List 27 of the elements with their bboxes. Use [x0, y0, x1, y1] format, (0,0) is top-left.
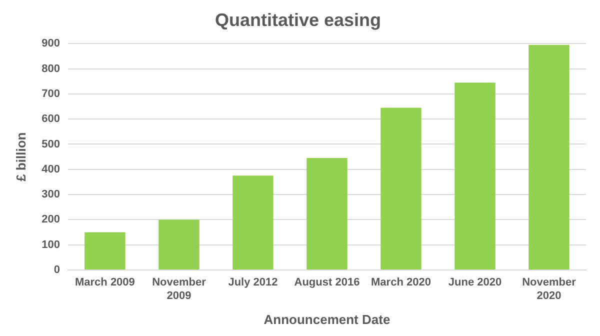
x-axis-title: Announcement Date: [264, 312, 390, 327]
bar: [84, 232, 126, 270]
bar: [380, 108, 422, 270]
y-tick-label: 900: [42, 38, 60, 50]
y-tick-label: 300: [42, 188, 60, 201]
y-tick-label: 600: [42, 113, 60, 126]
bar: [158, 220, 200, 270]
x-tick-label: July 2012: [228, 276, 278, 289]
bar: [232, 176, 274, 270]
x-tick-label: November 2020: [522, 276, 577, 302]
y-tick-label: 800: [42, 62, 60, 75]
y-tick-label: 400: [42, 163, 60, 176]
y-tick-label: 500: [42, 138, 60, 150]
x-tick-label: August 2016: [294, 276, 360, 289]
x-tick-label: June 2020: [448, 276, 502, 289]
bar: [454, 82, 496, 270]
y-tick-label: 200: [42, 214, 60, 226]
x-tick-label: November 2009: [152, 276, 207, 302]
y-tick-label: 100: [42, 238, 60, 251]
y-tick-label: 0: [54, 264, 60, 276]
y-tick-label: 700: [42, 88, 60, 100]
bar: [528, 44, 570, 270]
x-tick-label: March 2020: [371, 276, 431, 289]
bar: [306, 158, 348, 270]
chart-title: Quantitative easing: [214, 10, 382, 30]
x-tick-label: March 2009: [74, 276, 135, 289]
y-axis-title: £ billion: [13, 132, 28, 182]
